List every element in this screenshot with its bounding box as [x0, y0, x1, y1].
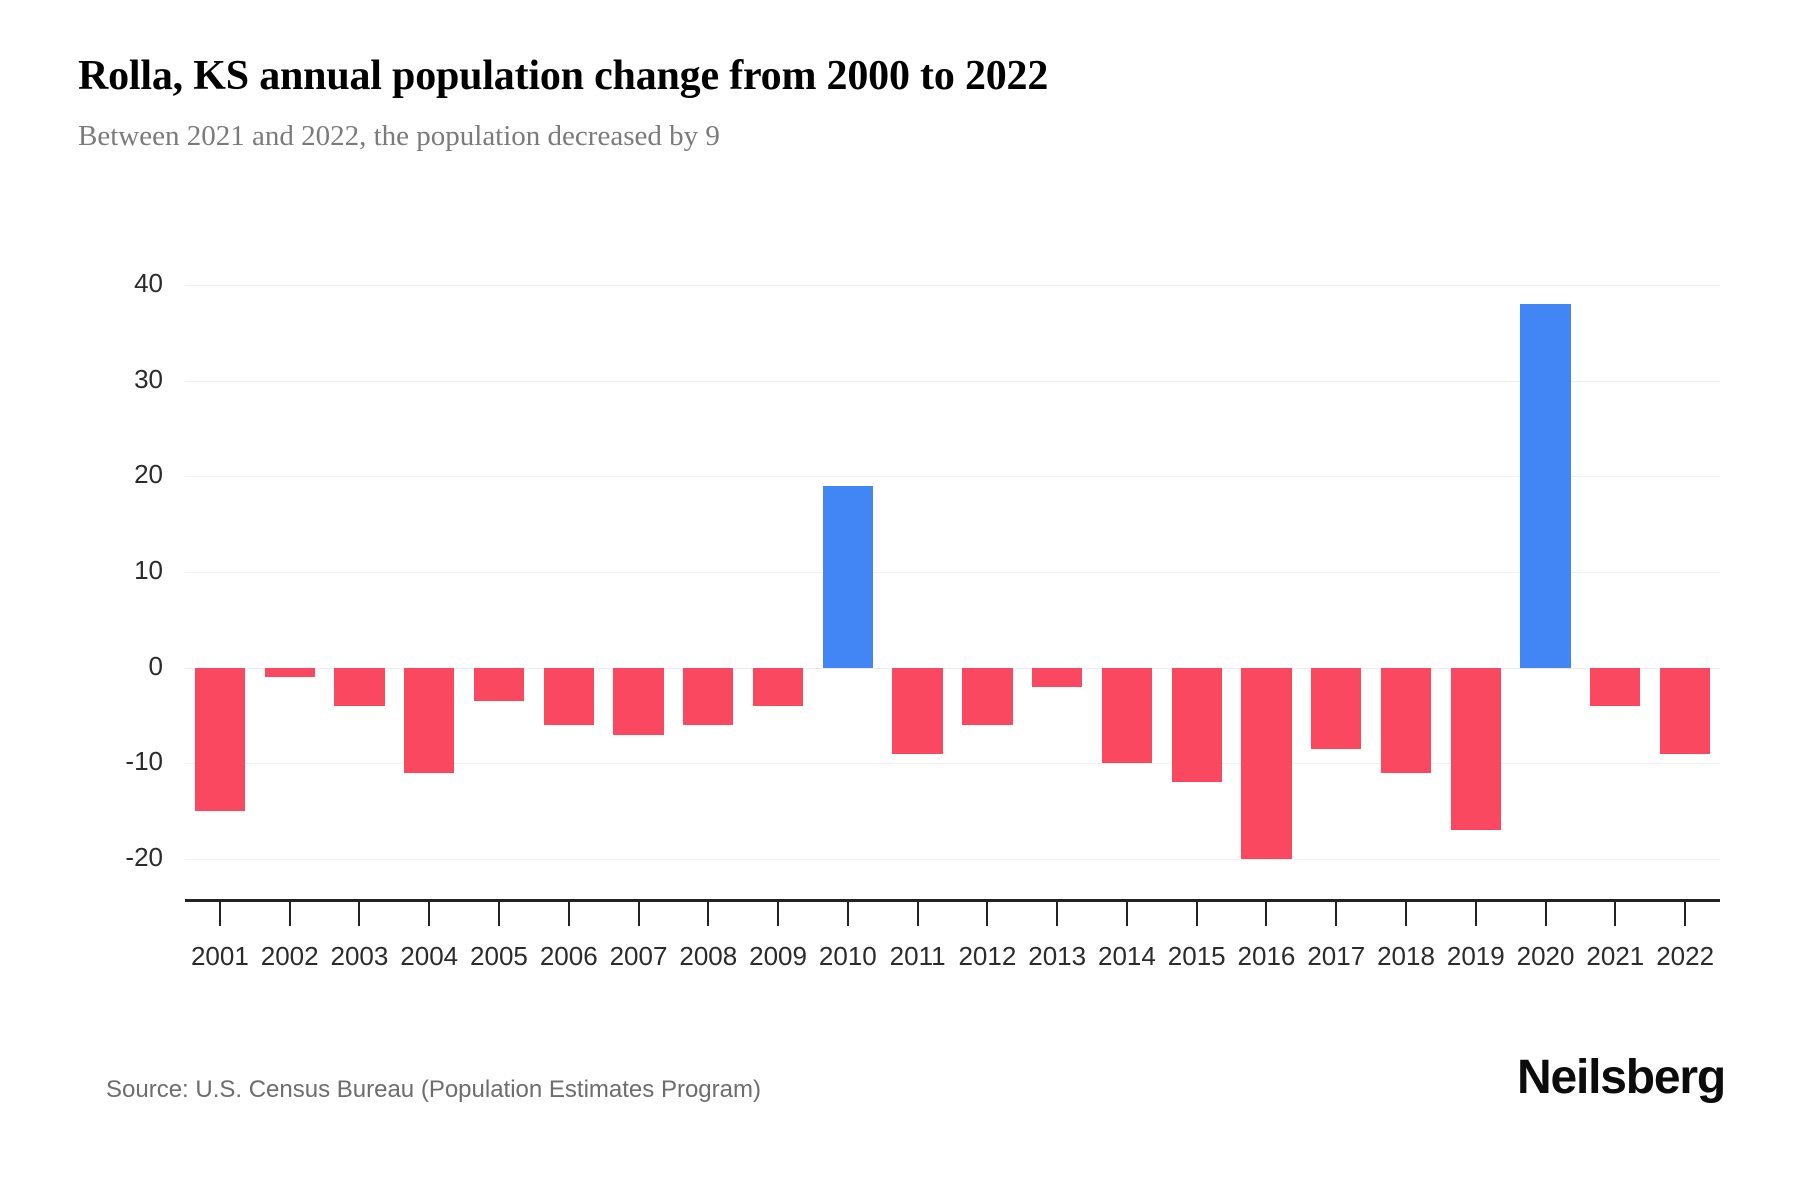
- x-axis-label-2008: 2008: [679, 941, 738, 971]
- x-axis-label-2018: 2018: [1377, 941, 1435, 971]
- gridline: [185, 476, 1720, 478]
- x-axis-tick: [1265, 900, 1268, 926]
- x-axis-tick: [1474, 900, 1477, 926]
- x-axis-label-2001: 2001: [190, 941, 249, 971]
- x-axis-tick: [1544, 900, 1547, 926]
- x-axis-tick: [916, 900, 919, 926]
- bar-2021[interactable]: [1590, 667, 1641, 706]
- bar-2010[interactable]: [822, 485, 873, 668]
- y-axis-tick-label: 30: [134, 363, 163, 394]
- x-axis-label-2016: 2016: [1237, 941, 1296, 971]
- x-axis-label-2020: 2020: [1516, 941, 1575, 971]
- x-axis-tick: [1405, 900, 1408, 926]
- gridline: [185, 667, 1720, 669]
- x-axis-tick: [358, 900, 361, 926]
- chart-subtitle: Between 2021 and 2022, the population de…: [78, 120, 720, 152]
- y-axis-tick-label: 0: [148, 650, 163, 681]
- bar-2011[interactable]: [892, 667, 943, 754]
- x-axis-label-2013: 2013: [1028, 941, 1087, 971]
- gridline: [185, 285, 1720, 286]
- y-axis-tick-label: -20: [125, 842, 163, 872]
- bar-2019[interactable]: [1450, 667, 1501, 831]
- x-axis-tick: [707, 900, 710, 926]
- brand-logo: Neilsberg: [1517, 1051, 1726, 1104]
- x-axis-label-2004: 2004: [400, 941, 459, 971]
- x-axis-tick: [637, 900, 640, 926]
- bar-2006[interactable]: [543, 667, 594, 726]
- x-axis-tick: [288, 900, 291, 926]
- gridline: [185, 380, 1720, 382]
- x-axis-label-2010: 2010: [818, 941, 877, 971]
- bar-2013[interactable]: [1032, 667, 1083, 687]
- bar-2008[interactable]: [683, 667, 734, 726]
- x-axis-tick: [567, 900, 570, 926]
- x-axis-label-2019: 2019: [1446, 941, 1505, 971]
- bar-2014[interactable]: [1101, 667, 1153, 764]
- x-axis-tick: [777, 900, 780, 926]
- x-axis-tick: [986, 900, 989, 926]
- page-title: Rolla, KS annual population change from …: [78, 53, 1049, 99]
- x-axis-tick: [846, 900, 849, 926]
- bar-2017[interactable]: [1311, 667, 1362, 749]
- x-axis-label-2012: 2012: [958, 941, 1017, 971]
- x-axis-label-2015: 2015: [1167, 941, 1226, 971]
- x-axis-label-2022: 2022: [1656, 941, 1715, 971]
- bar-2004[interactable]: [404, 667, 455, 773]
- x-axis-label-2011: 2011: [889, 941, 946, 971]
- x-axis-tick: [218, 900, 221, 926]
- y-axis-tick-label: -10: [125, 746, 163, 777]
- x-axis-label-2017: 2017: [1307, 941, 1366, 971]
- y-axis-tick-label: 20: [134, 459, 163, 490]
- x-axis-label-2021: 2021: [1586, 941, 1645, 971]
- bar-2001[interactable]: [194, 667, 245, 812]
- x-axis-tick: [1335, 900, 1338, 926]
- bar-2016[interactable]: [1241, 667, 1292, 859]
- gridline: [185, 763, 1720, 765]
- x-axis-label-2006: 2006: [539, 941, 598, 971]
- x-axis-tick: [1614, 900, 1617, 926]
- bar-2018[interactable]: [1380, 667, 1432, 773]
- x-axis-label-2002: 2002: [260, 941, 319, 971]
- x-axis-tick: [1125, 900, 1128, 926]
- x-axis-label-2009: 2009: [749, 941, 807, 971]
- gridline: [185, 859, 1720, 860]
- bar-2015[interactable]: [1171, 667, 1222, 783]
- x-axis-label-2007: 2007: [609, 941, 668, 971]
- x-axis-tick: [1195, 900, 1198, 926]
- source-note: Source: U.S. Census Bureau (Population E…: [106, 1076, 761, 1103]
- x-axis-tick: [1056, 900, 1059, 926]
- bar-2005[interactable]: [473, 667, 525, 702]
- y-axis-tick-label: 10: [134, 555, 163, 585]
- bar-2022[interactable]: [1659, 667, 1711, 754]
- plot-area: [185, 285, 1720, 860]
- bar-2003[interactable]: [334, 667, 385, 706]
- bar-2020[interactable]: [1520, 304, 1571, 668]
- x-axis-label-2003: 2003: [330, 941, 389, 971]
- x-axis-label-2005: 2005: [470, 941, 528, 971]
- x-axis-line: [185, 899, 1720, 902]
- x-axis-tick: [1684, 900, 1687, 926]
- bar-2002[interactable]: [264, 667, 315, 678]
- y-axis-tick-label: 40: [134, 268, 163, 298]
- bar-2012[interactable]: [962, 667, 1013, 726]
- bar-2007[interactable]: [613, 667, 664, 735]
- x-axis-tick: [428, 900, 431, 926]
- gridline: [185, 572, 1720, 573]
- x-axis-tick: [497, 900, 500, 926]
- x-axis-label-2014: 2014: [1098, 941, 1156, 971]
- bar-2009[interactable]: [752, 667, 804, 706]
